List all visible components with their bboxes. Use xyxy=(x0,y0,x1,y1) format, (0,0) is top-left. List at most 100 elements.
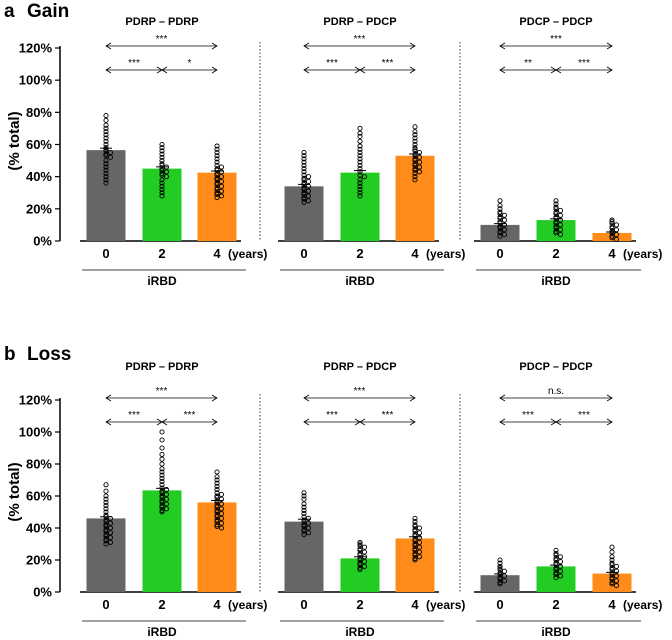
panel-b-group-2-data-point xyxy=(301,496,307,502)
panel-a-group-2-data-point xyxy=(416,159,423,165)
panel-b-group-3-data-point xyxy=(497,575,503,581)
panel-b-group-3-data-point xyxy=(613,578,620,584)
panel-b-group-3-data-point xyxy=(557,554,564,560)
panel-a-group-2-data-point xyxy=(301,185,307,191)
panel-b-group-1-data-point xyxy=(159,461,165,467)
panel-a-group-2-data-point xyxy=(412,161,418,167)
panel-b-group-2-data-point xyxy=(412,536,418,542)
panel-b-group-2-data-point xyxy=(301,501,307,507)
panel-a-group-2-data-point xyxy=(301,182,307,188)
panel-a-group-2-data-point xyxy=(301,159,307,165)
panel-a-title: Gain xyxy=(27,1,69,22)
panel-a-group-1-data-point xyxy=(103,161,109,167)
panel-b-group-3-unit-label: (years) xyxy=(623,598,662,612)
panel-b-group-3-data-point xyxy=(501,573,508,579)
plot-area: 0%20%40%60%80%100%120%0 2 4 (years)iRBD****… xyxy=(19,34,663,639)
panel-a-group-1-data-point xyxy=(103,113,109,119)
panel-a-group-1-data-point xyxy=(103,117,109,123)
panel-a-group-2-data-point xyxy=(357,143,363,149)
panel-b-group-1-data-point xyxy=(159,495,165,501)
panel-a-group-2-significance-label: *** xyxy=(354,34,366,45)
panel-b-group-2-data-point xyxy=(301,490,307,496)
panel-a-group-2-data-point xyxy=(301,172,307,178)
panel-b-group-3-data-point xyxy=(609,544,615,550)
panel-a-group-1-data-point xyxy=(159,166,165,172)
panel-a-group-3-unit-label: (years) xyxy=(623,247,662,261)
panel-a-group-1-data-point xyxy=(103,141,109,148)
panel-a-group-1-group-label: iRBD xyxy=(147,274,177,288)
panel-b-group-2-data-point xyxy=(357,557,363,563)
panel-b-group-1-comparison-arrowhead xyxy=(161,418,168,426)
panel-b-group-2-data-point xyxy=(412,555,418,561)
panel-a-group-2-data-point xyxy=(357,172,363,178)
panel-a-group-1-data-point xyxy=(218,178,225,185)
panel-a-group-3-data-point xyxy=(497,233,503,239)
panel-b-group-3-data-point xyxy=(609,557,615,563)
panel-a-group-3-data-point xyxy=(609,219,615,225)
panel-a-group-2-data-point xyxy=(301,196,307,202)
panel-a-group-1-title: PDRP – PDRP xyxy=(125,16,198,28)
panel-b-group-1-data-point xyxy=(163,491,170,497)
panel-b-ytick-label: 100% xyxy=(19,425,53,440)
panel-b-group-1-data-point xyxy=(103,509,109,515)
panel-a-group-2-data-point xyxy=(412,132,418,138)
panel-a-ytick-label: 0% xyxy=(33,234,52,249)
panel-a-group-1-xtick-label: 2 xyxy=(158,246,165,261)
panel-a-group-2-data-point xyxy=(412,146,418,152)
panel-a-group-3-significance-label: ** xyxy=(524,58,532,69)
panel-a-group-2-data-point xyxy=(301,175,307,181)
panel-a-group-2-data-point xyxy=(412,135,418,141)
panel-a-group-3-data-point xyxy=(557,207,564,213)
panel-b-group-3-data-point xyxy=(497,560,503,566)
panel-a-group-1-data-point xyxy=(103,148,109,154)
panel-a-group-3-bar-4 xyxy=(592,232,632,241)
panel-a-group-1-significance-label: *** xyxy=(128,58,140,69)
panel-a-group-1-data-point xyxy=(103,125,109,131)
panel-a-group-1-data-point xyxy=(103,174,109,180)
panel-a-group-2-data-point xyxy=(301,191,307,197)
panel-a-group-2-data-point xyxy=(357,193,363,199)
panel-a-group-3-data-point xyxy=(497,198,503,204)
panel-a-group-3-xtick-label: 2 xyxy=(552,246,559,261)
panel-a-group-1-data-point xyxy=(103,151,109,157)
panel-b-group-1-data-point xyxy=(218,525,225,531)
panel-a-group-2-data-point xyxy=(416,169,423,175)
panel-a-group-3-title: PDCP – PDCP xyxy=(519,16,592,28)
panel-b-group-1-xtick-label: 0 xyxy=(102,597,109,612)
panel-b-group-3-data-point xyxy=(553,575,559,581)
panel-a-group-2-data-point xyxy=(305,193,312,199)
panel-b-group-3-data-point xyxy=(497,563,503,569)
panel-b-group-3-data-point xyxy=(613,563,620,569)
panel-a-group-3-data-point xyxy=(609,217,615,223)
panel-a-group-2-title: PDRP – PDCP xyxy=(323,16,396,28)
panel-a-group-3-data-point xyxy=(497,215,503,222)
panel-b-group-2-data-point xyxy=(416,539,423,545)
panel-b-group-2-data-point xyxy=(305,530,312,536)
panel-b-group-2-xtick-label: 0 xyxy=(300,597,307,612)
panel-a-group-2-data-point xyxy=(357,125,363,131)
panel-b-group-1-data-point xyxy=(159,469,165,475)
panel-a-group-2-data-point xyxy=(412,162,418,168)
panel-a-group-3-data-point xyxy=(497,206,503,212)
panel-b-group-1-data-point xyxy=(214,493,220,499)
panel-a-group-1-data-point xyxy=(218,183,225,189)
panel-b-group-2-data-point xyxy=(301,528,307,534)
panel-a-group-2-data-point xyxy=(412,129,418,135)
panel-a-group-1-bar-4 xyxy=(197,172,237,241)
panel-b-group-3-data-point xyxy=(553,547,559,553)
panel-b-group-2-data-point xyxy=(357,555,363,561)
panel-a-group-1-data-point xyxy=(214,143,220,149)
panel-a-group-3-data-point xyxy=(557,212,564,218)
panel-b-group-2-data-point xyxy=(412,528,418,534)
panel-a-group-2-comparison-arrowhead xyxy=(303,42,310,50)
panel-a-group-2-data-point xyxy=(305,198,312,204)
panel-b-group-2-data-point xyxy=(412,522,418,528)
panel-a-ytick-label: 100% xyxy=(19,73,53,88)
panel-b-group-1-data-point xyxy=(159,456,165,462)
panel-b-group-1-data-point xyxy=(159,437,165,443)
panel-a-group-1-data-point xyxy=(103,146,109,152)
panel-a-group-1-comparison-arrowhead xyxy=(211,66,218,74)
panel-a-group-2-data-point xyxy=(416,154,423,160)
panel-b-group-2-data-point xyxy=(301,504,307,510)
panel-b-group-1-data-point xyxy=(103,493,109,499)
